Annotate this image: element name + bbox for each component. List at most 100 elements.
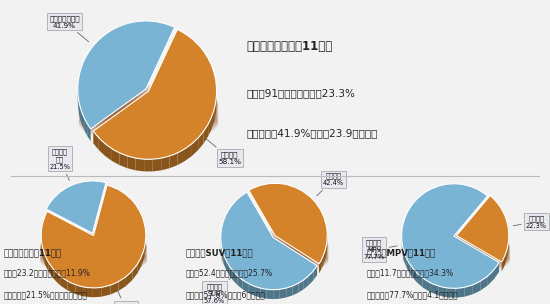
Polygon shape [208,116,212,136]
Polygon shape [112,149,119,165]
Polygon shape [447,288,455,298]
Wedge shape [456,195,509,262]
Text: 中国品牌
SUV
57.6%: 中国品牌 SUV 57.6% [204,277,232,304]
Polygon shape [78,76,79,95]
Ellipse shape [79,85,218,123]
Ellipse shape [40,244,147,272]
Text: 中国品牌SUV（11月）: 中国品牌SUV（11月） [185,248,253,257]
Polygon shape [321,255,323,269]
Polygon shape [198,131,204,150]
Polygon shape [142,247,145,265]
Ellipse shape [403,242,510,270]
Polygon shape [254,286,260,298]
Polygon shape [119,153,128,168]
Ellipse shape [222,244,328,272]
Polygon shape [133,264,138,280]
Text: 销量：52.4万辆，同比下陉25.7%: 销量：52.4万辆，同比下陉25.7% [185,269,272,278]
Polygon shape [145,238,146,257]
Polygon shape [505,253,506,264]
Polygon shape [488,270,494,285]
Polygon shape [273,289,280,299]
Polygon shape [430,283,438,295]
Polygon shape [178,149,185,165]
Polygon shape [233,271,238,285]
Polygon shape [455,287,464,298]
Text: 销量：23.2万辆，同比下陉11.9%: 销量：23.2万辆，同比下陉11.9% [4,269,91,278]
Polygon shape [309,271,313,285]
Polygon shape [298,280,304,293]
Ellipse shape [403,237,510,266]
Text: 销量：11.7万辆，同比下陉34.3%: 销量：11.7万辆，同比下陉34.3% [367,269,454,278]
Polygon shape [325,246,326,260]
Polygon shape [169,153,178,168]
Polygon shape [99,138,105,156]
Polygon shape [473,281,481,294]
Ellipse shape [222,237,328,266]
Text: 中国品牌
MPV
77.7%: 中国品牌 MPV 77.7% [364,240,397,260]
Polygon shape [438,286,447,297]
Polygon shape [102,285,111,297]
Polygon shape [84,287,93,297]
Polygon shape [87,124,91,141]
Ellipse shape [40,246,147,275]
Polygon shape [504,255,505,267]
Polygon shape [280,288,286,299]
Text: 中国品牌轿车（11月）: 中国品牌轿车（11月） [4,248,62,257]
Polygon shape [204,124,208,143]
Wedge shape [41,185,146,288]
Polygon shape [48,262,54,279]
Polygon shape [326,241,327,256]
Polygon shape [75,285,84,296]
Polygon shape [79,101,80,119]
Ellipse shape [403,235,510,264]
Polygon shape [506,250,507,262]
Polygon shape [78,95,79,113]
Text: 市场份额：77.7%，下除4.1个百分点: 市场份额：77.7%，下除4.1个百分点 [367,291,458,300]
Polygon shape [126,271,133,286]
Ellipse shape [79,99,218,136]
Polygon shape [222,222,223,238]
Ellipse shape [40,237,147,266]
Polygon shape [406,257,410,275]
Polygon shape [267,289,273,299]
Ellipse shape [403,231,510,260]
Polygon shape [464,285,473,297]
Polygon shape [128,156,136,170]
Ellipse shape [222,242,328,270]
Polygon shape [502,260,503,271]
Polygon shape [402,223,403,241]
Polygon shape [260,288,267,299]
Polygon shape [68,281,75,294]
Text: 市场份额：21.5%，与同期基本持平: 市场份额：21.5%，与同期基本持平 [4,291,88,300]
Ellipse shape [79,96,218,134]
Polygon shape [323,251,325,265]
Text: 中国品牌MPV（11月）: 中国品牌MPV（11月） [367,248,436,257]
Ellipse shape [40,233,147,262]
Polygon shape [144,159,153,171]
Text: 其他品牌
78.5%: 其他品牌 78.5% [116,288,136,304]
Text: 其他品牌
42.4%: 其他品牌 42.4% [317,173,344,196]
Polygon shape [314,266,317,280]
Ellipse shape [79,105,218,142]
Polygon shape [326,222,327,237]
Polygon shape [481,276,488,290]
Ellipse shape [40,240,147,268]
Ellipse shape [222,246,328,275]
Ellipse shape [222,233,328,262]
Ellipse shape [222,240,328,268]
Polygon shape [319,260,321,273]
Polygon shape [410,265,416,282]
Polygon shape [45,254,48,272]
Polygon shape [494,262,499,279]
Polygon shape [214,74,216,95]
Polygon shape [503,257,504,269]
Text: 中国品牌乘用车
41.9%: 中国品牌乘用车 41.9% [49,15,89,42]
Polygon shape [293,283,298,295]
Polygon shape [93,287,102,297]
Polygon shape [243,280,248,293]
Polygon shape [304,276,309,289]
Polygon shape [118,277,126,291]
Ellipse shape [40,231,147,260]
Ellipse shape [79,94,218,131]
Polygon shape [144,221,145,239]
